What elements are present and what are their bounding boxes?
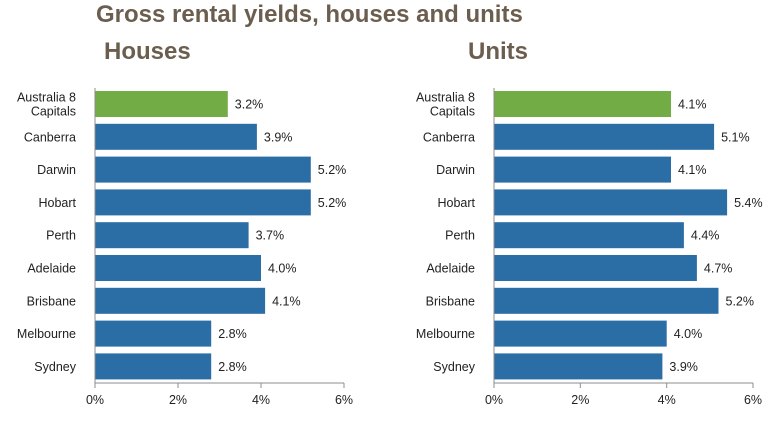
units-bar-4: [494, 222, 684, 249]
units-bar-3: [494, 189, 728, 216]
houses-bar-3: [95, 189, 311, 216]
units-category-label-4: Perth: [445, 229, 475, 243]
units-chart-title: Units: [468, 38, 528, 65]
houses-category-label-1: Canberra: [24, 130, 76, 144]
houses-category-label-3: Hobart: [38, 196, 76, 210]
units-category-label-8: Sydney: [433, 360, 475, 374]
houses-category-label-4: Perth: [46, 229, 76, 243]
units-bar-6: [494, 287, 719, 314]
units-category-label-6: Brisbane: [426, 294, 475, 308]
units-bar-8: [494, 353, 663, 380]
houses-value-label-2: 5.2%: [318, 163, 347, 177]
units-bar-1: [494, 123, 715, 150]
units-x-tick-label-1: 2%: [571, 393, 589, 407]
houses-value-label-7: 2.8%: [218, 327, 247, 341]
houses-bar-6: [95, 287, 266, 314]
houses-x-tick-label-0: 0%: [86, 393, 104, 407]
houses-value-label-6: 4.1%: [272, 294, 301, 308]
houses-chart-title: Houses: [104, 38, 191, 65]
houses-bar-1: [95, 123, 257, 150]
page-title: Gross rental yields, houses and units: [96, 1, 523, 28]
houses-value-label-1: 3.9%: [264, 130, 293, 144]
units-x-tick-label-3: 6%: [744, 393, 762, 407]
units-value-label-8: 3.9%: [669, 360, 698, 374]
units-category-label-2: Darwin: [436, 163, 475, 177]
houses-bar-8: [95, 353, 212, 380]
houses-bar-7: [95, 320, 212, 347]
houses-value-label-4: 3.7%: [256, 229, 285, 243]
units-x-tick-label-0: 0%: [485, 393, 503, 407]
houses-value-label-0: 3.2%: [235, 98, 263, 112]
units-value-label-7: 4.0%: [674, 327, 703, 341]
units-category-label-3: Hobart: [437, 196, 475, 210]
houses-category-label-8: Sydney: [34, 360, 76, 374]
units-bar-5: [494, 255, 697, 281]
houses-value-label-3: 5.2%: [318, 196, 347, 210]
units-value-label-4: 4.4%: [691, 229, 720, 243]
houses-category-label-0: Australia 8 Capitals: [17, 91, 76, 119]
houses-bar-5: [95, 255, 261, 281]
units-value-label-6: 5.2%: [726, 294, 755, 308]
units-x-tick-label-2: 4%: [658, 393, 676, 407]
units-category-label-7: Melbourne: [416, 327, 475, 341]
houses-category-label-6: Brisbane: [27, 294, 76, 308]
units-bar-7: [494, 320, 667, 347]
houses-bar-0: [95, 91, 228, 117]
houses-x-tick-label-2: 4%: [252, 393, 270, 407]
units-bar-0: [494, 91, 671, 117]
units-value-label-0: 4.1%: [678, 98, 707, 112]
houses-value-label-8: 2.8%: [218, 360, 247, 374]
units-value-label-3: 5.4%: [734, 196, 763, 210]
units-category-label-5: Adelaide: [426, 262, 475, 276]
houses-value-label-5: 4.0%: [268, 262, 297, 276]
units-category-label-1: Canberra: [423, 130, 475, 144]
units-category-label-0: Australia 8 Capitals: [416, 91, 475, 119]
houses-bar-4: [95, 222, 249, 249]
houses-category-label-5: Adelaide: [27, 262, 76, 276]
units-value-label-5: 4.7%: [704, 262, 733, 276]
units-value-label-1: 5.1%: [721, 130, 750, 144]
houses-category-label-2: Darwin: [37, 163, 76, 177]
houses-bar-2: [95, 156, 311, 183]
units-value-label-2: 4.1%: [678, 163, 707, 177]
houses-x-tick-label-3: 6%: [335, 393, 353, 407]
houses-x-tick-label-1: 2%: [169, 393, 187, 407]
houses-category-label-7: Melbourne: [17, 327, 76, 341]
units-bar-2: [494, 156, 671, 183]
